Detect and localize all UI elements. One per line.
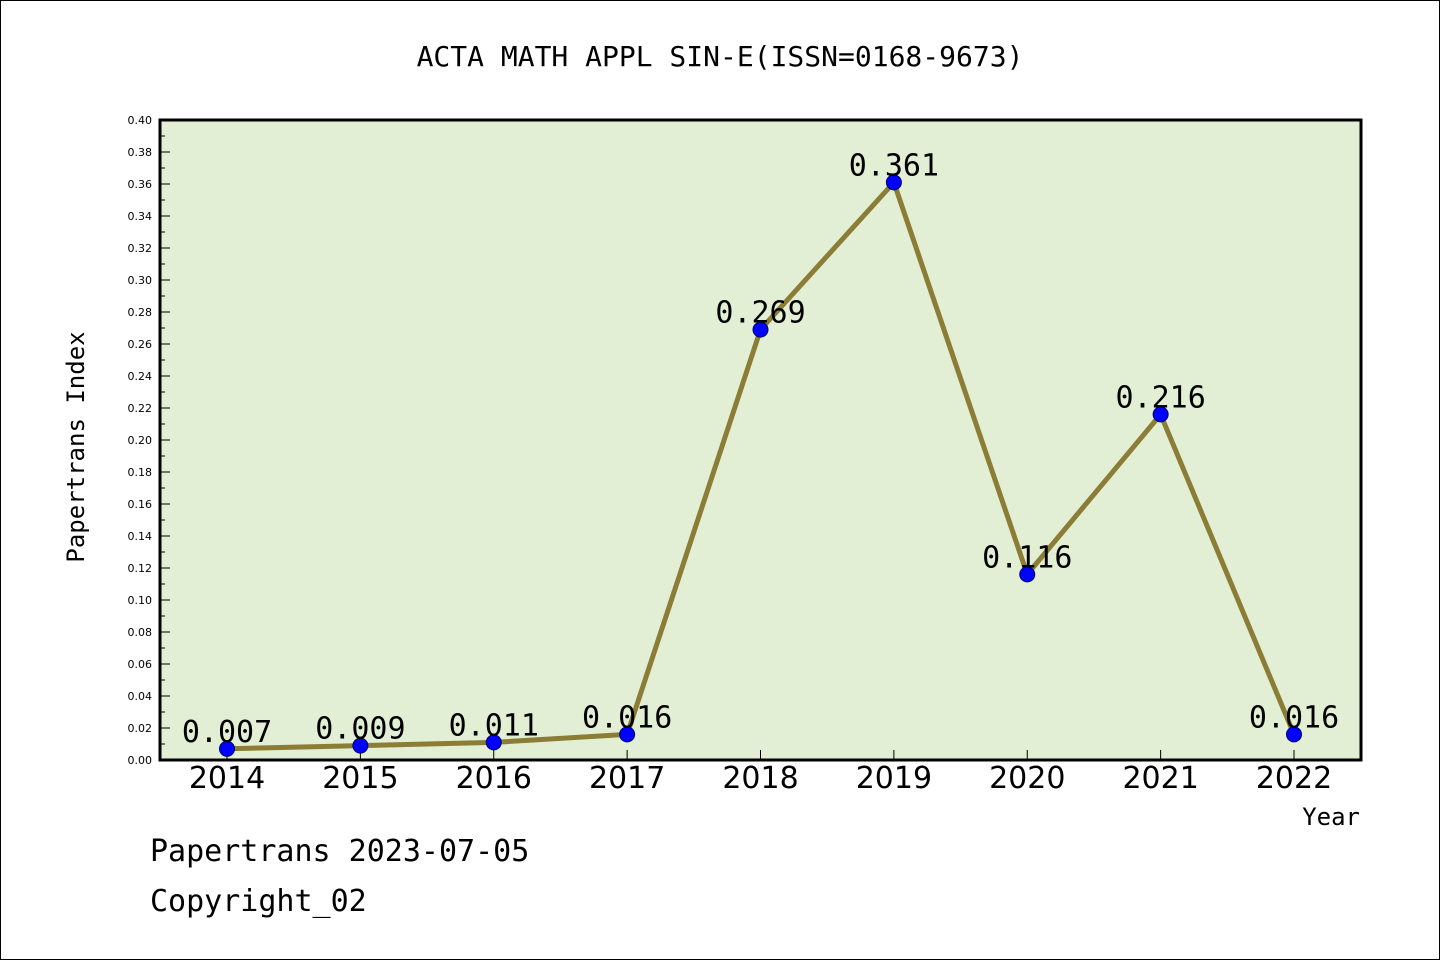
y-tick-label: 0.20 xyxy=(128,434,153,447)
y-tick-label: 0.32 xyxy=(128,242,153,255)
y-tick-label: 0.30 xyxy=(128,274,153,287)
y-axis: 0.00 0.02 0.04 0.06 0.08 0.10 0.12 0.14 0.16 0.18… xyxy=(128,114,170,767)
x-tick-label: 2020 xyxy=(989,761,1065,796)
y-tick-label: 0.04 xyxy=(128,690,153,703)
x-tick-label: 2017 xyxy=(589,761,665,796)
y-tick-label: 0.12 xyxy=(128,562,153,575)
data-point xyxy=(219,740,235,757)
y-tick-label: 0.34 xyxy=(128,210,153,223)
x-tick-label: 2016 xyxy=(456,761,532,796)
data-label: 0.269 xyxy=(715,296,805,331)
y-tick-label: 0.14 xyxy=(128,530,153,543)
x-tick-label: 2022 xyxy=(1256,761,1332,796)
data-label: 0.007 xyxy=(182,715,272,750)
y-tick-label: 0.00 xyxy=(128,754,153,767)
x-tick-label: 2018 xyxy=(722,761,798,796)
plot-border xyxy=(158,118,1363,762)
data-point xyxy=(1152,406,1169,423)
data-label: 0.016 xyxy=(1249,700,1339,735)
data-point xyxy=(1019,566,1036,583)
footer-copyright: Copyright_02 xyxy=(150,884,367,919)
y-tick-label: 0.06 xyxy=(128,658,153,671)
y-tick-label: 0.26 xyxy=(128,338,153,351)
footer-date: Papertrans 2023-07-05 xyxy=(150,834,530,869)
y-tick-label: 0.18 xyxy=(128,466,153,479)
y-tick-label: 0.38 xyxy=(128,146,153,159)
data-label: 0.116 xyxy=(982,540,1072,575)
y-tick-label: 0.16 xyxy=(128,498,153,511)
data-label: 0.009 xyxy=(315,712,405,747)
data-label: 0.011 xyxy=(449,708,539,743)
y-tick-label: 0.24 xyxy=(128,370,153,383)
y-tick-label: 0.40 xyxy=(128,114,153,127)
y-tick-label: 0.28 xyxy=(128,306,153,319)
data-markers xyxy=(219,174,1302,757)
y-tick-label: 0.08 xyxy=(128,626,153,639)
data-point xyxy=(352,737,369,754)
chart-title: ACTA MATH APPL SIN-E(ISSN=0168-9673) xyxy=(417,40,1024,73)
data-point xyxy=(752,321,769,338)
y-tick-label: 0.36 xyxy=(128,178,153,191)
data-label: 0.216 xyxy=(1115,380,1205,415)
data-point xyxy=(885,174,902,191)
data-point xyxy=(1286,726,1302,743)
y-tick-label: 0.10 xyxy=(128,594,153,607)
x-tick-label: 2014 xyxy=(189,761,265,796)
x-tick-label: 2015 xyxy=(322,761,398,796)
x-tick-label: 2021 xyxy=(1122,761,1198,796)
data-point xyxy=(485,734,502,751)
x-axis: 2014 2015 2016 2017 2018 2019 2020 2021 2022 xyxy=(189,750,1332,796)
data-labels: 0.007 0.009 0.011 0.016 0.269 0.361 0.116 0.216… xyxy=(182,148,1339,749)
x-tick-label: 2019 xyxy=(856,761,932,796)
data-point xyxy=(619,726,636,743)
data-label: 0.016 xyxy=(582,700,672,735)
y-tick-label: 0.22 xyxy=(128,402,153,415)
y-tick-label: 0.02 xyxy=(128,722,153,735)
plot-area xyxy=(160,120,1361,760)
x-axis-label: Year xyxy=(1302,803,1360,831)
y-axis-label: Papertrans Index xyxy=(62,331,90,562)
data-label: 0.361 xyxy=(849,148,939,183)
